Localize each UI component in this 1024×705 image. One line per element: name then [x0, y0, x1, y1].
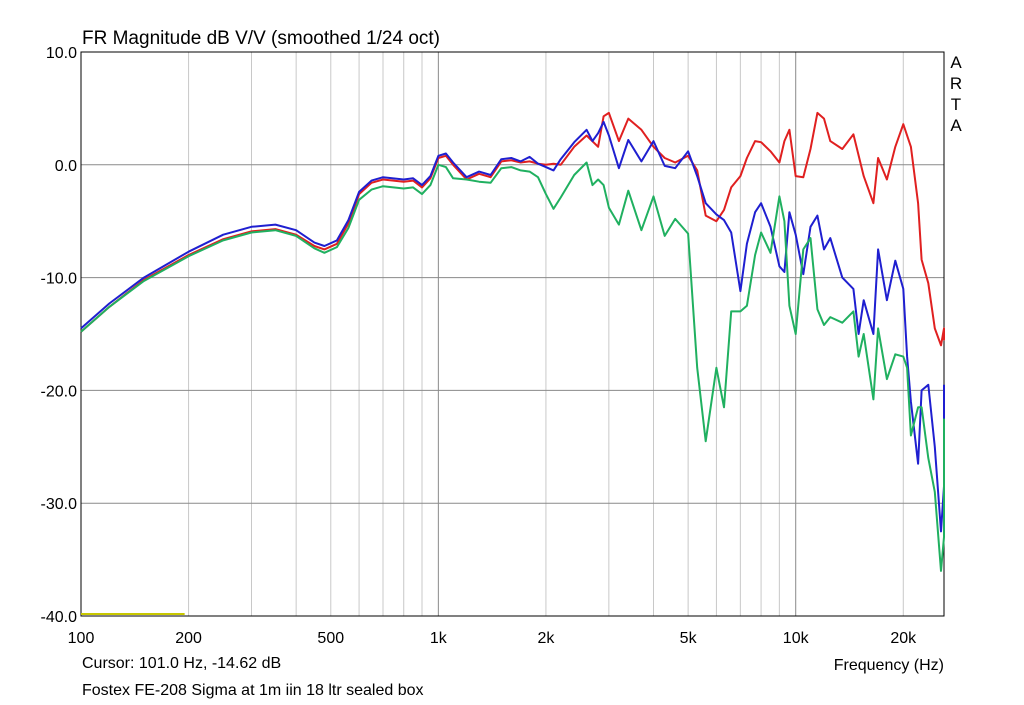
measurement-description: Fostex FE-208 Sigma at 1m iin 18 ltr sea… — [82, 682, 424, 699]
series-layer — [80, 111, 945, 615]
y-tick-label: 10.0 — [46, 45, 77, 62]
y-tick-label: 0.0 — [55, 158, 77, 175]
x-tick-label: 20k — [890, 630, 917, 647]
y-tick-label: -10.0 — [41, 271, 78, 288]
x-tick-label: 5k — [680, 630, 698, 647]
series-line-1 — [80, 111, 945, 347]
x-tick-label: 2k — [537, 630, 555, 647]
x-tick-label: 500 — [317, 630, 344, 647]
y-tick-labels: 10.0 0.0 -10.0 -20.0 -30.0 -40.0 — [41, 45, 78, 626]
x-axis-label: Frequency (Hz) — [834, 657, 944, 674]
series-line-3 — [80, 161, 945, 572]
y-tick-label: -20.0 — [41, 383, 78, 400]
x-tick-labels: 100 200 500 1k 2k 5k 10k 20k — [68, 630, 918, 647]
x-tick-label: 200 — [175, 630, 202, 647]
plot-frame — [80, 51, 945, 617]
y-tick-label: -30.0 — [41, 496, 78, 513]
x-tick-label: 1k — [430, 630, 448, 647]
y-tick-label: -40.0 — [41, 609, 78, 626]
x-tick-label: 100 — [68, 630, 95, 647]
major-gridlines — [81, 51, 944, 617]
chart-title: FR Magnitude dB V/V (smoothed 1/24 oct) — [82, 28, 440, 49]
cursor-readout: Cursor: 101.0 Hz, -14.62 dB — [82, 655, 282, 672]
series-line-2 — [80, 120, 945, 533]
x-tick-label: 10k — [783, 630, 810, 647]
